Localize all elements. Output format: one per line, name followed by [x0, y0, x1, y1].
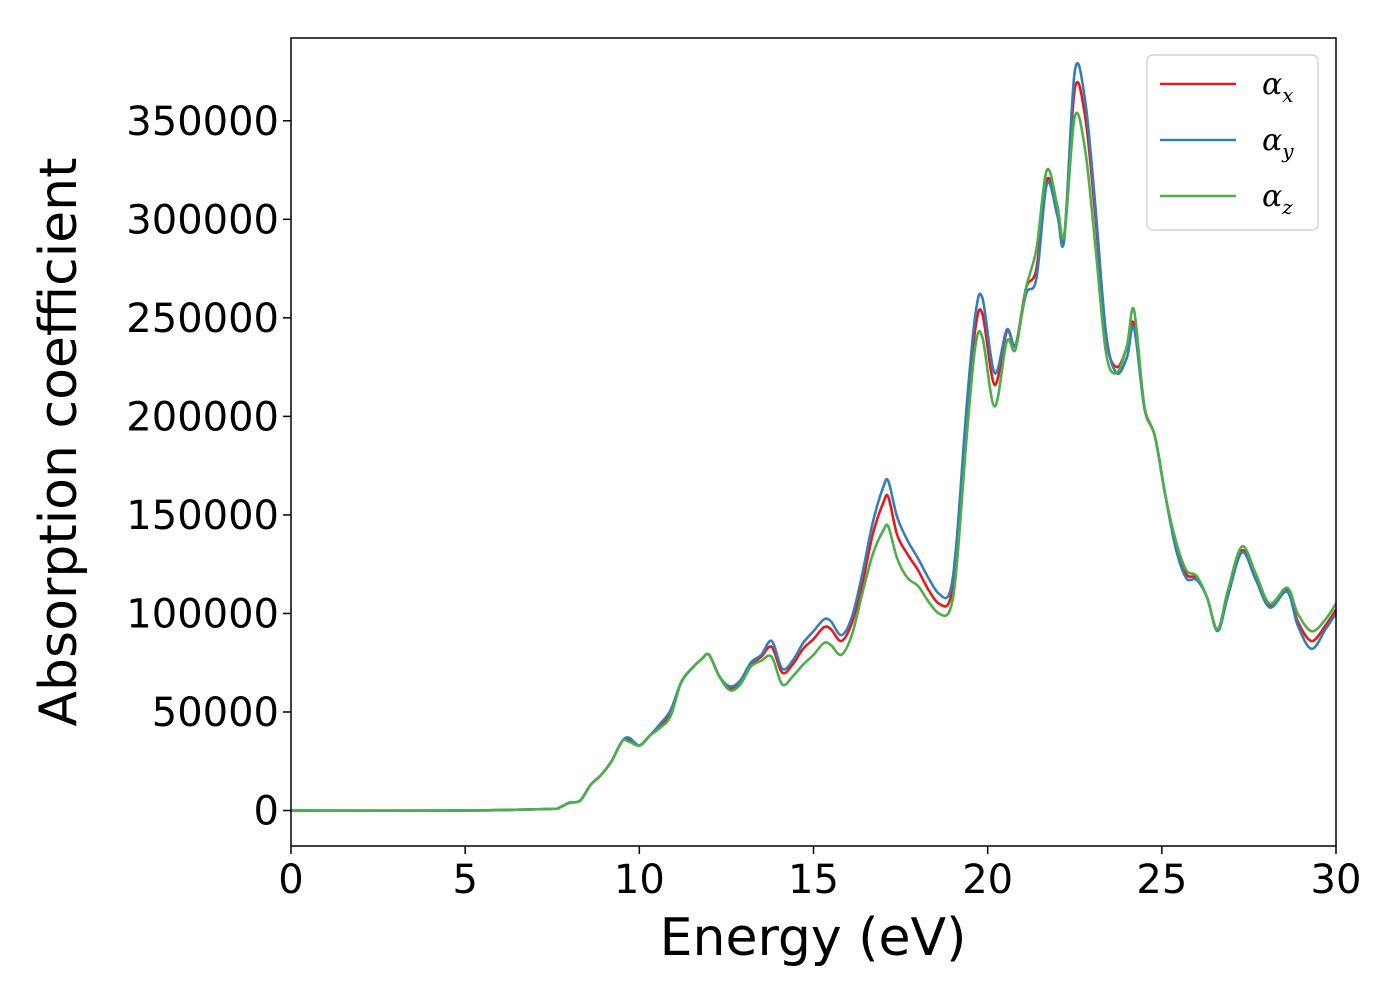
series-line-alpha-z	[290, 111, 1338, 812]
y-tick-label: 100000	[126, 591, 279, 637]
y-axis-title: Absorption coefficient	[29, 157, 89, 726]
y-tick-label: 200000	[126, 394, 279, 440]
x-axis-title: Energy (eV)	[660, 908, 967, 968]
y-tick-label: 350000	[126, 99, 279, 145]
x-tick-label: 10	[614, 857, 665, 903]
x-tick-label: 20	[962, 857, 1013, 903]
y-tick-label: 50000	[152, 690, 279, 736]
x-axis: 0 5 10 15 20 25 30	[278, 846, 1361, 903]
x-tick-label: 25	[1136, 857, 1187, 903]
y-axis: 0 50000 100000 150000 200000 250000 300000 3500…	[126, 99, 291, 835]
x-tick-label: 15	[788, 857, 839, 903]
y-tick-label: 300000	[126, 197, 279, 243]
x-tick-label: 30	[1311, 857, 1362, 903]
y-tick-label: 0	[254, 789, 279, 835]
x-tick-label: 5	[452, 857, 477, 903]
legend-box	[1146, 54, 1319, 231]
y-tick-label: 150000	[126, 493, 279, 539]
series-layer	[290, 62, 1338, 812]
x-tick-label: 0	[278, 857, 303, 903]
legend-label-alpha-z: αz	[1262, 179, 1293, 219]
y-tick-label: 250000	[126, 296, 279, 342]
